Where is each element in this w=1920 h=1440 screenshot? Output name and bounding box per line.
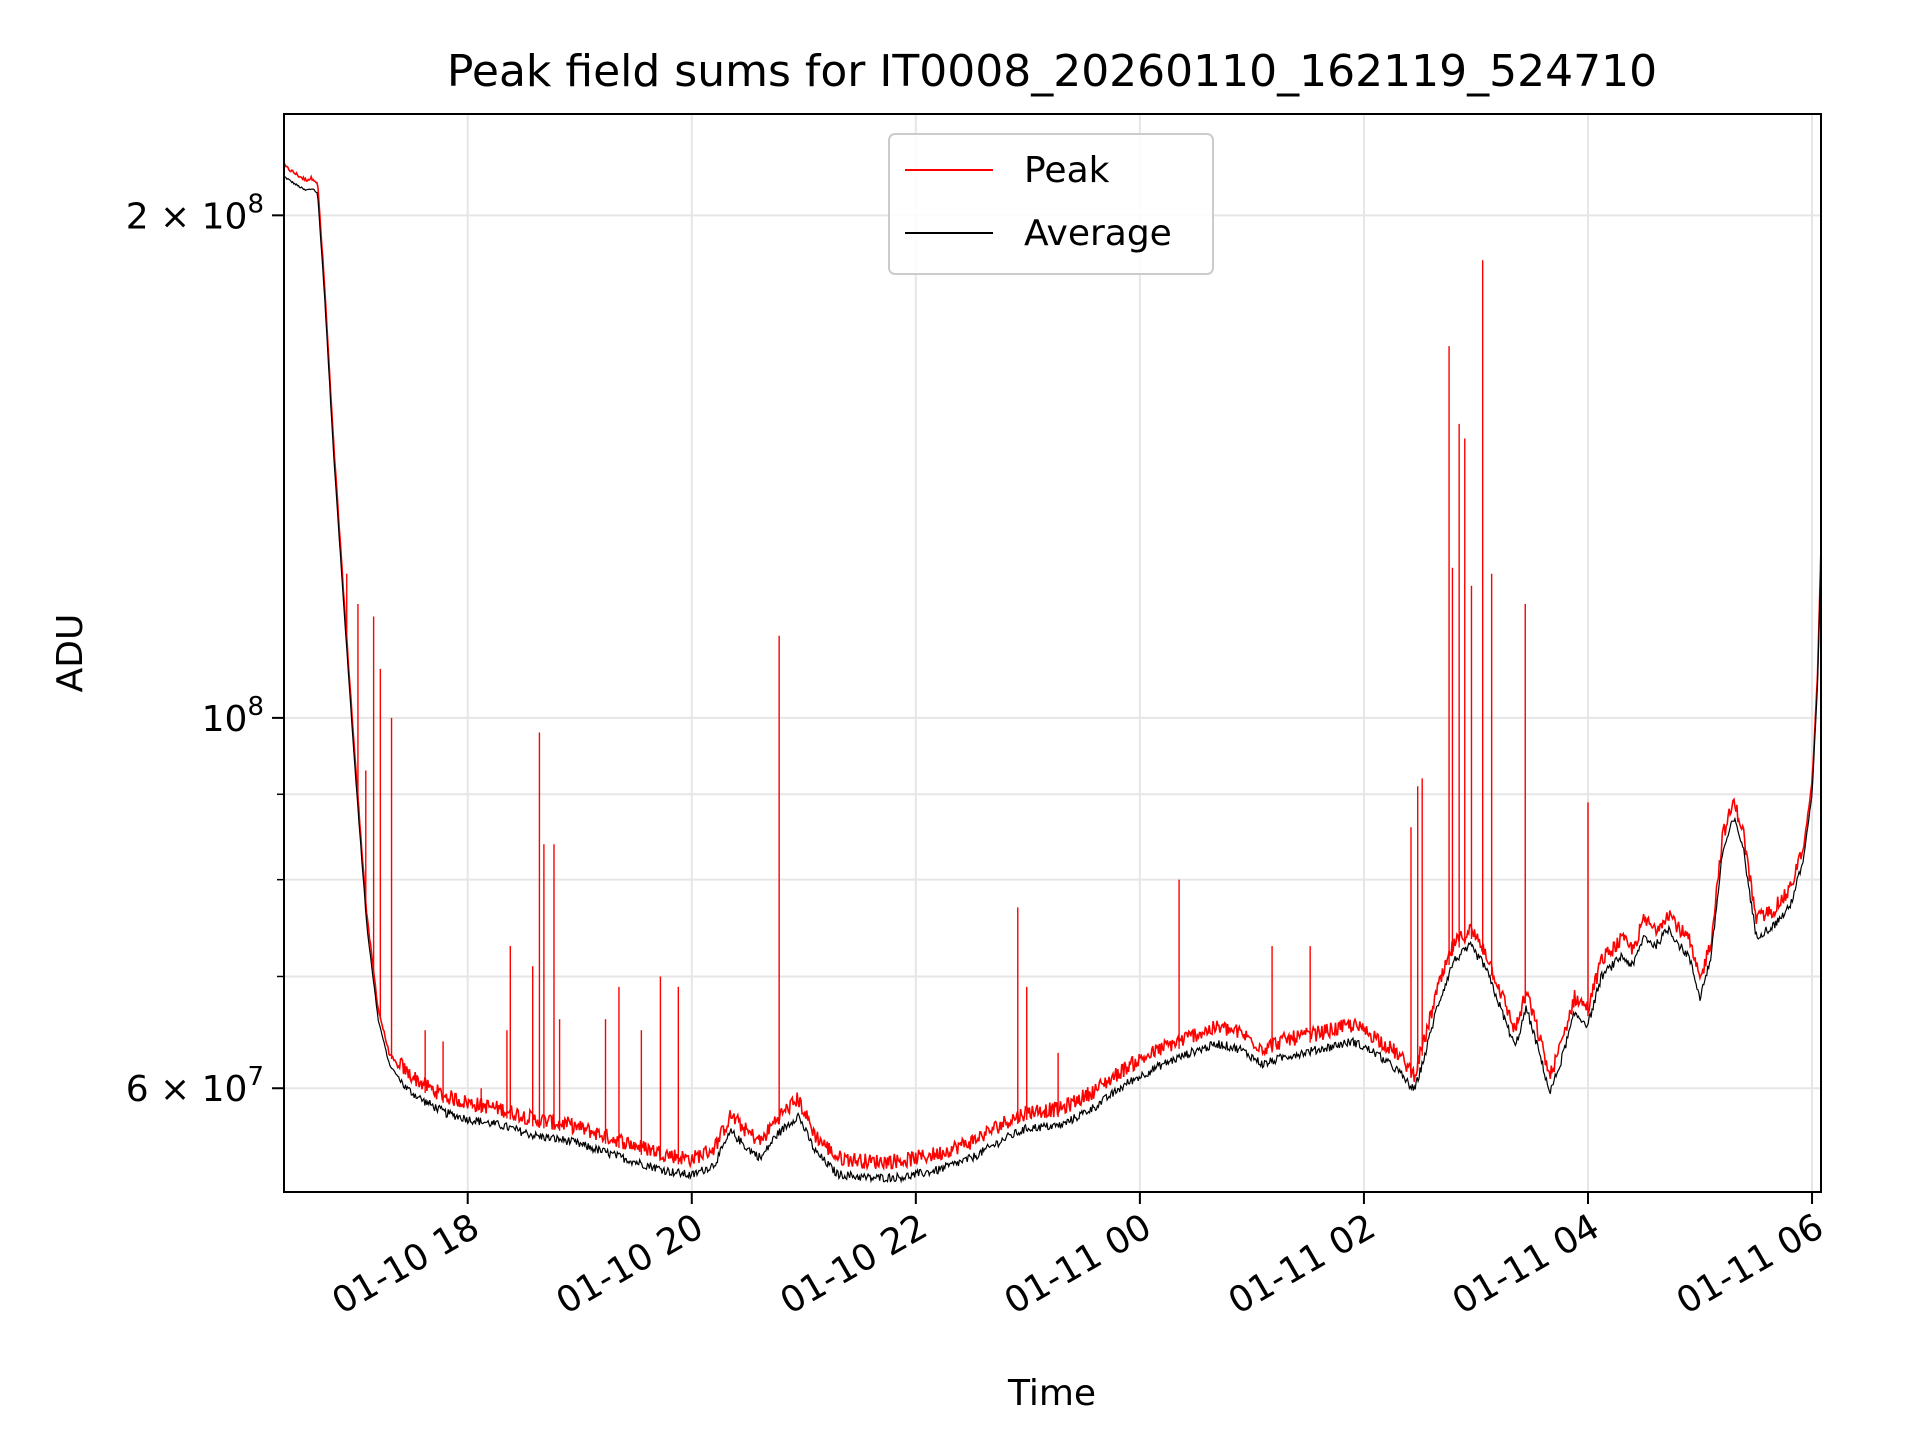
y-tick-label: 6 × 107 (126, 1062, 264, 1110)
x-tick-label: 01-10 18 (326, 1206, 487, 1322)
x-axis-ticks: 01-10 18 01-10 20 01-10 22 01-11 00 01-11 02… (326, 1192, 1831, 1323)
legend-label-average: Average (1024, 213, 1172, 254)
x-tick-label: 01-10 20 (550, 1206, 711, 1322)
legend-label-peak: Peak (1024, 150, 1110, 191)
grid (284, 114, 1821, 1192)
y-tick-label: 2 × 108 (126, 189, 264, 237)
x-tick-label: 01-11 06 (1670, 1206, 1831, 1322)
chart-title: Peak field sums for IT0008_20260110_1621… (447, 46, 1657, 97)
series-line-average (284, 175, 1821, 1184)
x-tick-label: 01-11 00 (998, 1206, 1159, 1322)
series-layer (284, 162, 1821, 1184)
x-tick-label: 01-11 02 (1222, 1206, 1383, 1322)
x-tick-label: 01-11 04 (1446, 1206, 1607, 1322)
plot-frame (283, 113, 1822, 1193)
x-tick-label: 01-10 22 (774, 1206, 935, 1322)
series-line-peak (284, 162, 1821, 1172)
y-axis-label: ADU (50, 614, 91, 693)
legend: Peak Average (888, 133, 1214, 275)
y-tick-label: 108 (202, 692, 264, 740)
x-axis-label: Time (1007, 1373, 1096, 1414)
y-axis-ticks: 6 × 107 108 2 × 108 (126, 189, 284, 1110)
